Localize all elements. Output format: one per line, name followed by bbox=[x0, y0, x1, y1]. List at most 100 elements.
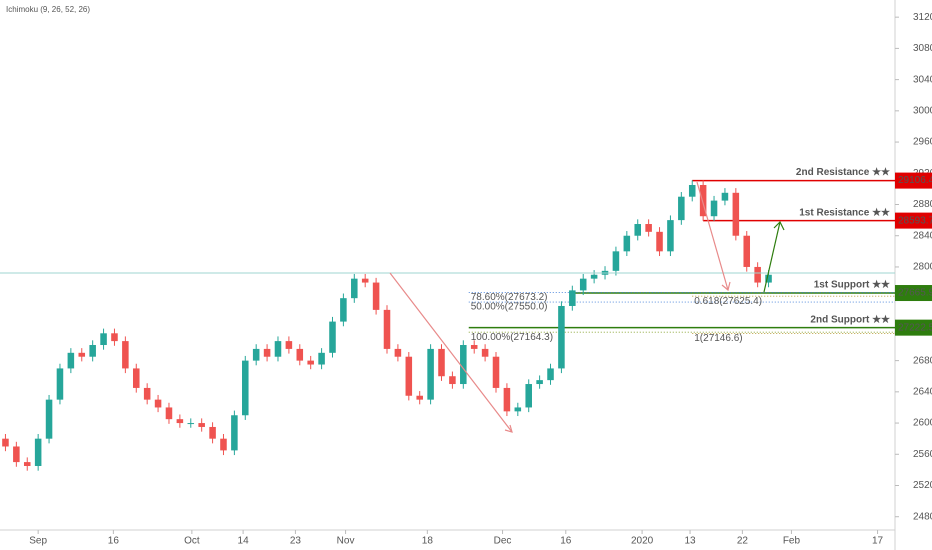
x-tick-label: Dec bbox=[494, 536, 512, 547]
trend-arrow bbox=[696, 181, 729, 291]
candle-body bbox=[612, 251, 620, 271]
price-tag bbox=[895, 285, 932, 302]
trend-arrow bbox=[389, 272, 513, 433]
candle-body bbox=[710, 200, 718, 217]
candle-body bbox=[111, 333, 118, 342]
fib-label: 100.00%(27164.3) bbox=[471, 332, 553, 343]
y-tick-label: 28000.0 bbox=[913, 262, 932, 273]
y-tick-label: 28800.0 bbox=[913, 199, 932, 210]
candle-body bbox=[590, 274, 598, 279]
arrow-head bbox=[504, 424, 513, 433]
level-name: 1st Support ★★ bbox=[814, 280, 890, 291]
candle-body bbox=[688, 184, 696, 197]
x-tick-label: 13 bbox=[684, 536, 696, 547]
x-tick-label: Oct bbox=[184, 536, 200, 547]
price-tag-label: 28593.7 bbox=[898, 215, 932, 226]
y-tick-label: 25600.0 bbox=[913, 449, 932, 460]
candle-body bbox=[525, 384, 532, 408]
y-tick-label: 26000.0 bbox=[913, 418, 932, 429]
candle-body bbox=[176, 419, 184, 424]
candle-body bbox=[143, 387, 151, 400]
y-tick-label: 30800.0 bbox=[913, 43, 932, 54]
y-tick-label: 29600.0 bbox=[913, 137, 932, 148]
candle-body bbox=[67, 352, 75, 369]
candle-body bbox=[503, 387, 511, 412]
candle-body bbox=[743, 235, 751, 267]
candle-body bbox=[623, 235, 631, 252]
candle-body bbox=[154, 399, 162, 408]
candle-body bbox=[242, 360, 249, 416]
candle-body bbox=[492, 356, 500, 388]
price-tag bbox=[895, 319, 932, 336]
fib-label: 50.00%(27550.0) bbox=[471, 302, 548, 313]
candle-body bbox=[460, 345, 467, 385]
x-tick-label: Feb bbox=[783, 536, 801, 547]
candle-body bbox=[274, 341, 282, 357]
candle-body bbox=[721, 192, 729, 201]
candle-body bbox=[89, 345, 96, 357]
candle-body bbox=[536, 380, 543, 385]
candle-body bbox=[416, 395, 423, 400]
candles bbox=[2, 180, 772, 471]
candle-body bbox=[187, 423, 195, 425]
x-tick-label: Sep bbox=[29, 536, 47, 547]
x-tick-label: 18 bbox=[422, 536, 434, 547]
candle-body bbox=[351, 278, 358, 299]
candle-body bbox=[765, 274, 772, 283]
candle-body bbox=[34, 438, 42, 466]
y-tick-label: 24800.0 bbox=[913, 511, 932, 522]
level-name: 2nd Resistance ★★ bbox=[796, 167, 890, 178]
x-tick-label: 22 bbox=[737, 536, 749, 547]
indicator-label: Ichimoku (9, 26, 52, 26) bbox=[6, 5, 90, 14]
candle-body bbox=[296, 348, 304, 361]
candle-body bbox=[656, 231, 663, 252]
candle-body bbox=[56, 368, 64, 400]
candle-body bbox=[23, 462, 31, 466]
y-tick-label: 30000.0 bbox=[913, 105, 932, 116]
candle-body bbox=[699, 184, 707, 217]
candle-body bbox=[263, 348, 271, 357]
arrow-head bbox=[773, 220, 785, 231]
level-name: 1st Resistance ★★ bbox=[799, 207, 890, 218]
arrow-head bbox=[721, 281, 731, 292]
candle-body bbox=[13, 446, 20, 463]
candle-body bbox=[579, 278, 587, 291]
candle-body bbox=[558, 305, 565, 369]
candle-body bbox=[405, 356, 413, 396]
candle-body bbox=[2, 438, 9, 447]
candle-body bbox=[45, 399, 53, 439]
candle-body bbox=[285, 341, 293, 349]
candle-body bbox=[340, 298, 347, 322]
price-tag-label: 27665.9 bbox=[898, 288, 932, 299]
candle-body bbox=[372, 282, 380, 310]
x-tick-label: 23 bbox=[290, 536, 302, 547]
price-tag bbox=[895, 172, 932, 189]
candle-body bbox=[394, 348, 402, 357]
candle-body bbox=[198, 423, 205, 427]
candle-body bbox=[209, 426, 216, 439]
y-tick-label: 25200.0 bbox=[913, 480, 932, 491]
candle-body bbox=[547, 368, 554, 381]
projection-arrow bbox=[763, 221, 781, 293]
candle-body bbox=[634, 224, 641, 236]
fib-label: 1(27146.6) bbox=[694, 333, 742, 344]
candle-body bbox=[470, 345, 478, 349]
fib-label: 78.60%(27673.2) bbox=[471, 292, 548, 303]
candle-body bbox=[678, 196, 685, 221]
fib-label: 0.618(27625.4) bbox=[694, 296, 762, 307]
candle-body bbox=[569, 290, 576, 306]
candle-body bbox=[383, 309, 391, 349]
candle-body bbox=[231, 415, 238, 451]
candle-body bbox=[438, 348, 445, 377]
candle-body bbox=[732, 192, 740, 236]
x-tick-label: 16 bbox=[560, 536, 572, 547]
candle-body bbox=[754, 266, 761, 283]
x-tick-label: 14 bbox=[238, 536, 250, 547]
candle-body bbox=[361, 278, 369, 283]
candle-body bbox=[645, 224, 652, 232]
price-tag-label: 27222.5 bbox=[898, 322, 932, 333]
level-name: 2nd Support ★★ bbox=[810, 314, 890, 325]
candle-body bbox=[514, 407, 522, 412]
y-tick-label: 30400.0 bbox=[913, 74, 932, 85]
